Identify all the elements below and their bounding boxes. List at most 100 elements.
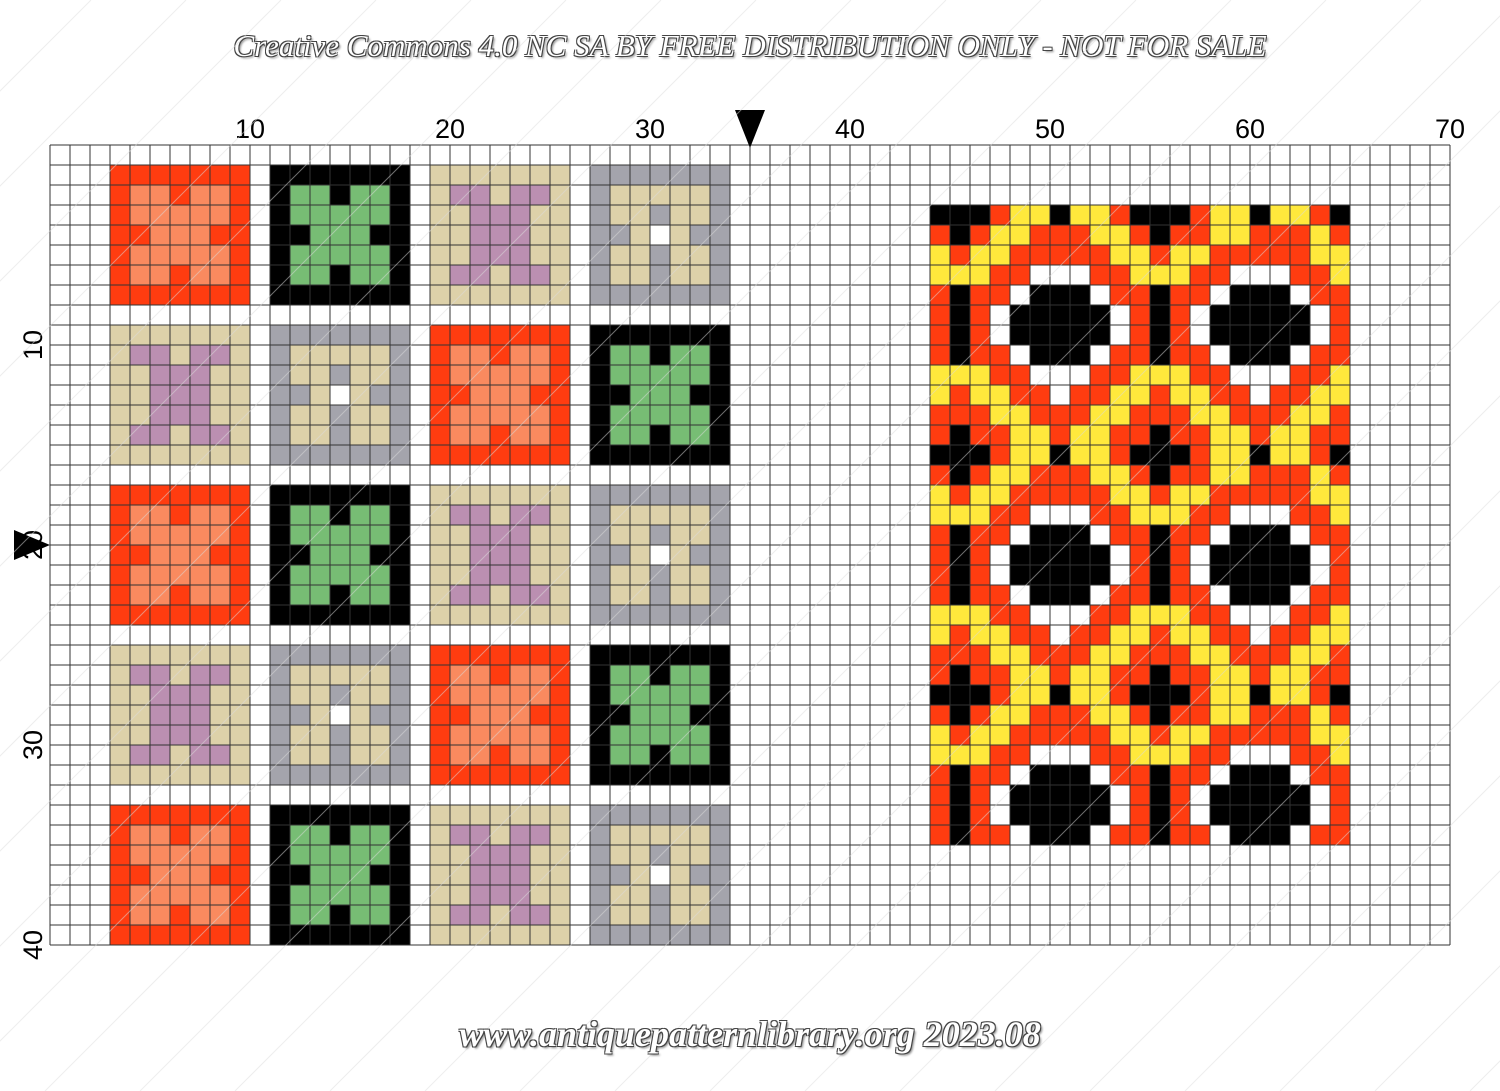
stitch-cell [1050, 225, 1070, 245]
stitch-cell [710, 605, 730, 625]
stitch-cell [170, 865, 190, 885]
stitch-cell [530, 645, 550, 665]
stitch-cell [310, 505, 330, 525]
stitch-cell [630, 385, 650, 405]
stitch-cell [1110, 825, 1130, 845]
stitch-cell [1010, 745, 1030, 765]
stitch-cell [670, 805, 690, 825]
stitch-cell [1090, 645, 1110, 665]
stitch-cell [650, 245, 670, 265]
stitch-cell [130, 565, 150, 585]
stitch-cell [1310, 265, 1330, 285]
stitch-cell [1150, 565, 1170, 585]
stitch-cell [990, 305, 1010, 325]
stitch-cell [970, 485, 990, 505]
stitch-cell [710, 185, 730, 205]
stitch-cell [1210, 565, 1230, 585]
stitch-cell [210, 185, 230, 205]
stitch-cell [1010, 725, 1030, 745]
stitch-cell [390, 485, 410, 505]
stitch-cell [1010, 285, 1030, 305]
stitch-cell [1250, 805, 1270, 825]
stitch-cell [590, 205, 610, 225]
stitch-cell [350, 605, 370, 625]
stitch-cell [170, 705, 190, 725]
stitch-cell [1050, 465, 1070, 485]
stitch-cell [1290, 765, 1310, 785]
stitch-cell [1090, 365, 1110, 385]
stitch-cell [1210, 365, 1230, 385]
stitch-cell [1170, 485, 1190, 505]
stitch-cell [310, 245, 330, 265]
stitch-cell [670, 845, 690, 865]
stitch-cell [970, 545, 990, 565]
stitch-cell [150, 445, 170, 465]
stitch-cell [1110, 465, 1130, 485]
stitch-cell [530, 725, 550, 745]
stitch-cell [710, 325, 730, 345]
stitch-cell [110, 485, 130, 505]
stitch-cell [530, 545, 550, 565]
stitch-cell [1130, 485, 1150, 505]
stitch-cell [1230, 405, 1250, 425]
stitch-cell [1330, 785, 1350, 805]
stitch-cell [310, 185, 330, 205]
stitch-cell [1230, 825, 1250, 845]
stitch-cell [170, 165, 190, 185]
stitch-cell [1170, 825, 1190, 845]
stitch-cell [1250, 525, 1270, 545]
stitch-cell [450, 545, 470, 565]
stitch-cell [430, 265, 450, 285]
stitch-cell [1170, 705, 1190, 725]
stitch-cell [470, 765, 490, 785]
stitch-cell [630, 685, 650, 705]
stitch-cell [1230, 245, 1250, 265]
stitch-cell [1090, 445, 1110, 465]
stitch-cell [1290, 365, 1310, 385]
stitch-cell [1190, 645, 1210, 665]
stitch-cell [110, 505, 130, 525]
stitch-cell [170, 265, 190, 285]
stitch-cell [1050, 625, 1070, 645]
stitch-cell [930, 705, 950, 725]
stitch-cell [1150, 765, 1170, 785]
stitch-cell [590, 405, 610, 425]
stitch-cell [230, 285, 250, 305]
stitch-cell [1070, 565, 1090, 585]
stitch-cell [350, 745, 370, 765]
stitch-cell [710, 725, 730, 745]
stitch-cell [590, 245, 610, 265]
stitch-cell [690, 225, 710, 245]
stitch-cell [1110, 605, 1130, 625]
stitch-cell [610, 825, 630, 845]
stitch-cell [390, 565, 410, 585]
stitch-cell [1030, 805, 1050, 825]
stitch-cell [390, 225, 410, 245]
stitch-cell [670, 165, 690, 185]
stitch-cell [1190, 265, 1210, 285]
stitch-cell [1050, 765, 1070, 785]
stitch-cell [390, 425, 410, 445]
stitch-cell [210, 225, 230, 245]
stitch-cell [270, 825, 290, 845]
stitch-cell [510, 245, 530, 265]
stitch-cell [510, 165, 530, 185]
stitch-cell [1010, 585, 1030, 605]
stitch-cell [710, 865, 730, 885]
stitch-cell [490, 585, 510, 605]
stitch-cell [1210, 505, 1230, 525]
stitch-cell [150, 925, 170, 945]
stitch-cell [1230, 425, 1250, 445]
stitch-cell [470, 805, 490, 825]
stitch-cell [270, 185, 290, 205]
stitch-cell [230, 185, 250, 205]
stitch-cell [350, 905, 370, 925]
stitch-cell [1150, 285, 1170, 305]
stitch-cell [370, 745, 390, 765]
stitch-cell [610, 685, 630, 705]
stitch-cell [150, 405, 170, 425]
stitch-cell [1290, 445, 1310, 465]
stitch-cell [270, 905, 290, 925]
stitch-cell [430, 845, 450, 865]
stitch-cell [210, 865, 230, 885]
